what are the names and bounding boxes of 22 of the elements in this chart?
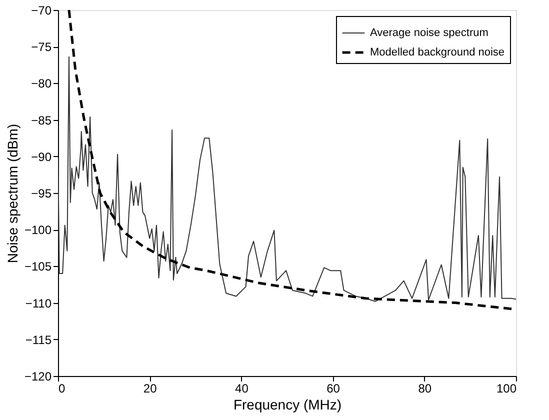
y-tick-label: −90 — [31, 150, 52, 164]
x-tick-label: 80 — [418, 382, 432, 396]
y-tick-label: −70 — [31, 4, 52, 18]
y-tick-label: −80 — [31, 76, 52, 91]
y-tick-label: −85 — [31, 113, 52, 128]
y-tick-label: −75 — [31, 40, 52, 54]
y-tick-label: −95 — [31, 186, 52, 200]
legend-label: Modelled background noise — [370, 46, 505, 58]
y-tick-label: −100 — [24, 223, 52, 238]
x-tick-label: 100 — [496, 382, 517, 396]
y-tick-label: −110 — [25, 296, 52, 310]
y-tick-label: −105 — [24, 260, 52, 274]
x-tick-label: 20 — [143, 382, 158, 396]
x-tick-label: 0 — [58, 382, 66, 396]
y-tick-label: −115 — [25, 332, 52, 347]
y-tick-label: −120 — [24, 370, 52, 384]
x-axis-title: Frequency (MHz) — [233, 396, 342, 412]
x-tick-label: 40 — [235, 382, 249, 396]
y-axis-title: Noise spectrum (dBm) — [4, 124, 20, 264]
line-series — [58, 56, 516, 302]
legend-label: Average noise spectrum — [370, 27, 488, 39]
x-tick-label: 60 — [326, 382, 340, 396]
